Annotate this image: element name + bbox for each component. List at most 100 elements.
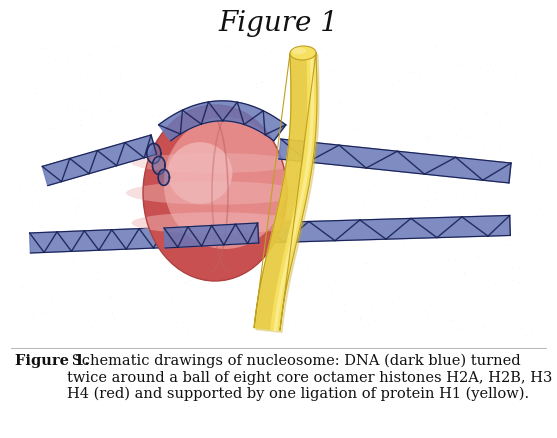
- Point: [241, 202, 250, 209]
- Point: [410, 334, 419, 341]
- Point: [323, 118, 331, 125]
- Point: [228, 219, 237, 226]
- Point: [286, 194, 295, 201]
- Point: [492, 248, 501, 255]
- Polygon shape: [256, 55, 319, 332]
- Point: [325, 223, 334, 230]
- Point: [299, 170, 307, 177]
- Point: [470, 107, 479, 114]
- Point: [525, 268, 534, 275]
- Point: [63, 247, 72, 254]
- Point: [162, 74, 170, 81]
- Point: [22, 251, 31, 258]
- Point: [476, 44, 485, 51]
- Point: [321, 287, 330, 294]
- Point: [79, 79, 88, 86]
- Point: [475, 254, 484, 261]
- Point: [180, 234, 189, 241]
- Point: [319, 188, 328, 195]
- Point: [417, 186, 426, 193]
- Point: [232, 102, 241, 110]
- Point: [407, 84, 416, 91]
- Point: [338, 198, 346, 205]
- Point: [363, 317, 372, 324]
- Point: [266, 276, 275, 283]
- Point: [244, 172, 253, 179]
- Point: [208, 180, 217, 187]
- Point: [399, 238, 408, 245]
- Point: [82, 258, 91, 265]
- Point: [325, 67, 334, 74]
- Point: [164, 267, 173, 274]
- Point: [502, 101, 511, 108]
- Point: [103, 73, 112, 80]
- Point: [27, 82, 36, 89]
- Point: [203, 61, 212, 68]
- Point: [355, 313, 364, 320]
- Point: [490, 279, 499, 286]
- Point: [444, 175, 453, 182]
- Point: [423, 75, 432, 82]
- Point: [471, 229, 480, 236]
- Point: [140, 225, 149, 232]
- Point: [418, 167, 427, 174]
- Point: [418, 108, 427, 115]
- Point: [278, 41, 287, 48]
- Point: [87, 323, 96, 330]
- Point: [39, 96, 48, 103]
- Point: [527, 265, 536, 272]
- Point: [196, 195, 204, 202]
- Point: [511, 233, 520, 240]
- Point: [76, 72, 85, 79]
- Point: [294, 110, 303, 117]
- Point: [149, 215, 158, 222]
- Point: [217, 155, 226, 162]
- Point: [501, 281, 510, 288]
- Point: [344, 86, 353, 93]
- Point: [221, 230, 229, 237]
- Point: [89, 60, 97, 67]
- Point: [51, 185, 60, 192]
- Point: [204, 307, 213, 314]
- Polygon shape: [258, 215, 510, 243]
- Point: [37, 321, 46, 328]
- Point: [224, 266, 233, 273]
- Point: [53, 256, 62, 263]
- Point: [280, 307, 289, 314]
- Point: [242, 142, 251, 149]
- Point: [364, 295, 373, 302]
- Point: [511, 61, 520, 68]
- Point: [521, 316, 530, 323]
- Point: [505, 267, 514, 274]
- Point: [296, 211, 305, 218]
- Point: [173, 260, 182, 267]
- Point: [420, 61, 429, 68]
- Point: [397, 46, 406, 53]
- Point: [365, 330, 374, 337]
- Point: [124, 186, 133, 193]
- Point: [171, 318, 180, 325]
- Point: [498, 69, 507, 76]
- Point: [259, 114, 268, 121]
- Point: [73, 42, 82, 49]
- Point: [323, 253, 331, 260]
- Point: [96, 41, 105, 48]
- Point: [72, 307, 81, 314]
- Point: [496, 196, 505, 203]
- Point: [360, 200, 369, 207]
- Polygon shape: [159, 101, 286, 141]
- Point: [452, 326, 461, 333]
- Point: [210, 150, 219, 157]
- Point: [144, 233, 153, 240]
- Point: [270, 61, 279, 68]
- Point: [66, 265, 75, 272]
- Point: [355, 98, 364, 105]
- Point: [294, 325, 303, 332]
- Point: [228, 222, 237, 229]
- Point: [418, 290, 427, 297]
- Point: [518, 324, 527, 331]
- Point: [250, 244, 258, 251]
- Point: [19, 66, 28, 73]
- Point: [41, 289, 50, 296]
- Point: [422, 83, 431, 90]
